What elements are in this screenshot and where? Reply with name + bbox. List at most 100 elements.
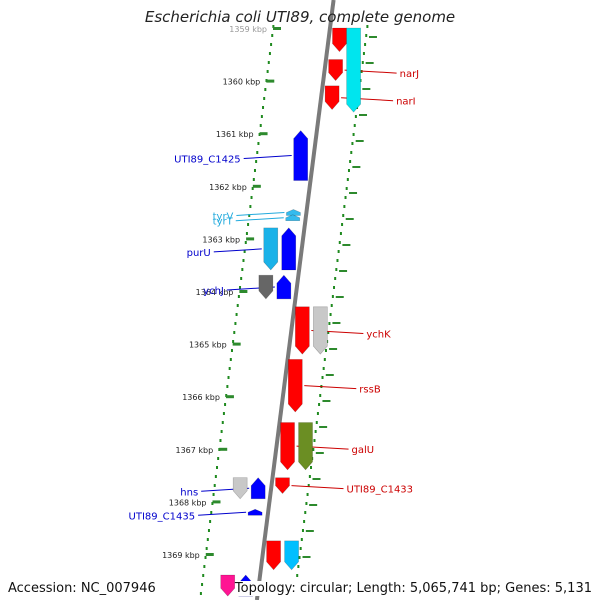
right-track-dot [365,34,368,37]
right-track-dot [354,115,357,118]
right-track-dot [303,520,306,523]
left-track-dot [236,304,239,307]
gene-arrow [332,27,347,53]
right-track-tick [322,400,331,402]
left-track-dot [214,475,217,478]
left-track-dot [219,439,222,442]
right-track-dot [329,313,332,316]
gene-label-line [243,155,292,160]
right-track-dot [342,214,345,217]
scale-tick-label: 1369 kbp [162,551,200,560]
left-track-dot [263,97,266,100]
left-track-dot [259,124,262,127]
left-track-dot [266,70,269,73]
left-track-dot [227,376,230,379]
gene-label-line [236,211,285,216]
right-track-dot [323,358,326,361]
left-track-dot [264,88,267,91]
left-track-dot [257,142,260,145]
left-track-dot [204,556,207,559]
left-track-dot [211,502,214,505]
right-track-dot [318,403,321,406]
right-track-dot [346,178,349,181]
left-track-dot [262,106,265,109]
right-track-dot [301,529,304,532]
right-track-dot [366,25,369,28]
gene-arrow [266,540,281,571]
left-track-dot [205,547,208,550]
scale-tick [246,237,255,241]
left-track-dot [199,592,202,595]
left-track-dot [229,358,232,361]
right-track-tick [368,36,377,38]
right-track-tick [335,296,344,298]
right-track-dot [316,412,319,415]
right-track-tick [359,114,368,116]
scale-tick [266,79,275,83]
left-track-dot [244,241,247,244]
gene-label: UTI89_C1433 [347,485,414,496]
gene-arrow [346,27,361,113]
gene-arrow [250,477,266,500]
gene-arrow [286,209,301,216]
left-track-dot [260,115,263,118]
right-track-dot [324,349,327,352]
scale-tick-label: 1363 kbp [202,235,240,244]
left-track-dot [267,61,270,64]
gene-arrow [220,574,236,597]
right-track-dot [306,493,309,496]
right-track-dot [338,241,341,244]
left-track-dot [234,322,237,325]
right-track-dot [347,169,350,172]
right-track-tick [329,348,338,350]
gene-arrow [293,130,308,181]
right-track-tick [365,62,374,64]
gene-label: ychK [366,329,391,340]
right-track-dot [334,277,337,280]
scale-tick [219,447,228,451]
right-track-tick [312,478,321,480]
left-track-dot [242,259,245,262]
gene-arrow [280,422,295,471]
left-track-dot [247,223,250,226]
gene-label: UTI89_C1425 [174,155,241,166]
right-track-dot [322,367,325,370]
left-track-dot [249,205,252,208]
left-track-dot [237,295,240,298]
gene-arrow [298,422,313,471]
right-track-dot [349,160,352,163]
left-track-dot [226,385,229,388]
right-track-tick [349,192,358,194]
left-track-dot [217,457,220,460]
right-track-dot [350,151,353,154]
left-track-dot [221,421,224,424]
scale-tick-label: 1365 kbp [189,341,227,350]
left-track-dot [201,583,204,586]
left-track-dot [220,430,223,433]
scale-tick [225,395,234,399]
left-track-dot [251,187,254,190]
scale-tick-label: 1362 kbp [209,183,247,192]
genome-backbone [254,0,336,601]
right-track-tick [305,530,314,532]
left-track-dot [209,520,212,523]
left-track-dot [210,511,213,514]
left-track-dot [243,250,246,253]
scale-tick [232,342,241,346]
right-track-dot [351,142,354,145]
right-track-dot [331,295,334,298]
gene-label: hns [180,487,198,498]
right-track-dot [344,196,347,199]
gene-arrow [275,477,290,494]
gene-label-line [304,385,357,390]
gene-arrow [328,59,343,82]
right-track-dot [304,511,307,514]
gene-arrow [285,214,301,222]
left-track-dot [213,484,216,487]
gene-arrow [313,306,328,355]
gene-arrow [281,227,297,271]
scale-tick [252,184,261,188]
left-track-dot [248,214,251,217]
left-track-dot [203,565,206,568]
